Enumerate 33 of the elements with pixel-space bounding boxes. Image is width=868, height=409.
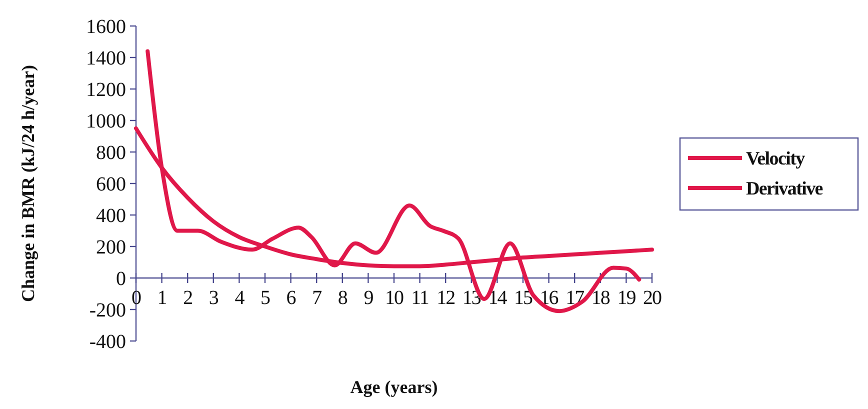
x-tick-label: 12	[436, 287, 455, 309]
legend-label: Velocity	[746, 148, 806, 170]
x-tick-label: 6	[286, 287, 296, 309]
x-tick-label: 15	[514, 287, 533, 309]
y-tick-label: 800	[96, 142, 126, 164]
x-tick-label: 20	[643, 287, 662, 309]
x-tick-label: 8	[338, 287, 348, 309]
x-axis-title: Age (years)	[350, 377, 438, 397]
x-tick-label: 5	[260, 287, 270, 309]
x-tick-label: 19	[617, 287, 636, 309]
y-tick-label: 0	[116, 268, 126, 290]
y-tick-label: 1000	[86, 110, 126, 132]
x-tick-label: 9	[364, 287, 374, 309]
y-tick-label: 1200	[86, 79, 126, 101]
y-tick-label: 1600	[86, 16, 126, 38]
y-axis-title: Change in BMR (kJ/24 h/year)	[18, 64, 38, 302]
x-tick-label: 7	[312, 287, 322, 309]
y-tick-label: 1400	[86, 48, 126, 70]
x-tick-label: 4	[234, 287, 245, 309]
x-tick-label: 16	[540, 287, 559, 309]
y-tick-label: 400	[96, 205, 126, 227]
y-tick-label: -400	[89, 331, 126, 353]
y-tick-label: -200	[89, 300, 126, 322]
x-tick-label: 10	[385, 287, 404, 309]
x-tick-label: 14	[488, 287, 508, 309]
legend-label: Derivative	[746, 178, 823, 200]
x-tick-label: 11	[411, 287, 428, 309]
y-tick-label: 200	[96, 236, 126, 258]
x-tick-label: 1	[157, 287, 166, 309]
x-tick-label: 2	[183, 287, 192, 309]
x-tick-label: 3	[208, 287, 219, 309]
x-tick-label: 18	[591, 287, 610, 309]
y-tick-label: 600	[96, 174, 126, 196]
